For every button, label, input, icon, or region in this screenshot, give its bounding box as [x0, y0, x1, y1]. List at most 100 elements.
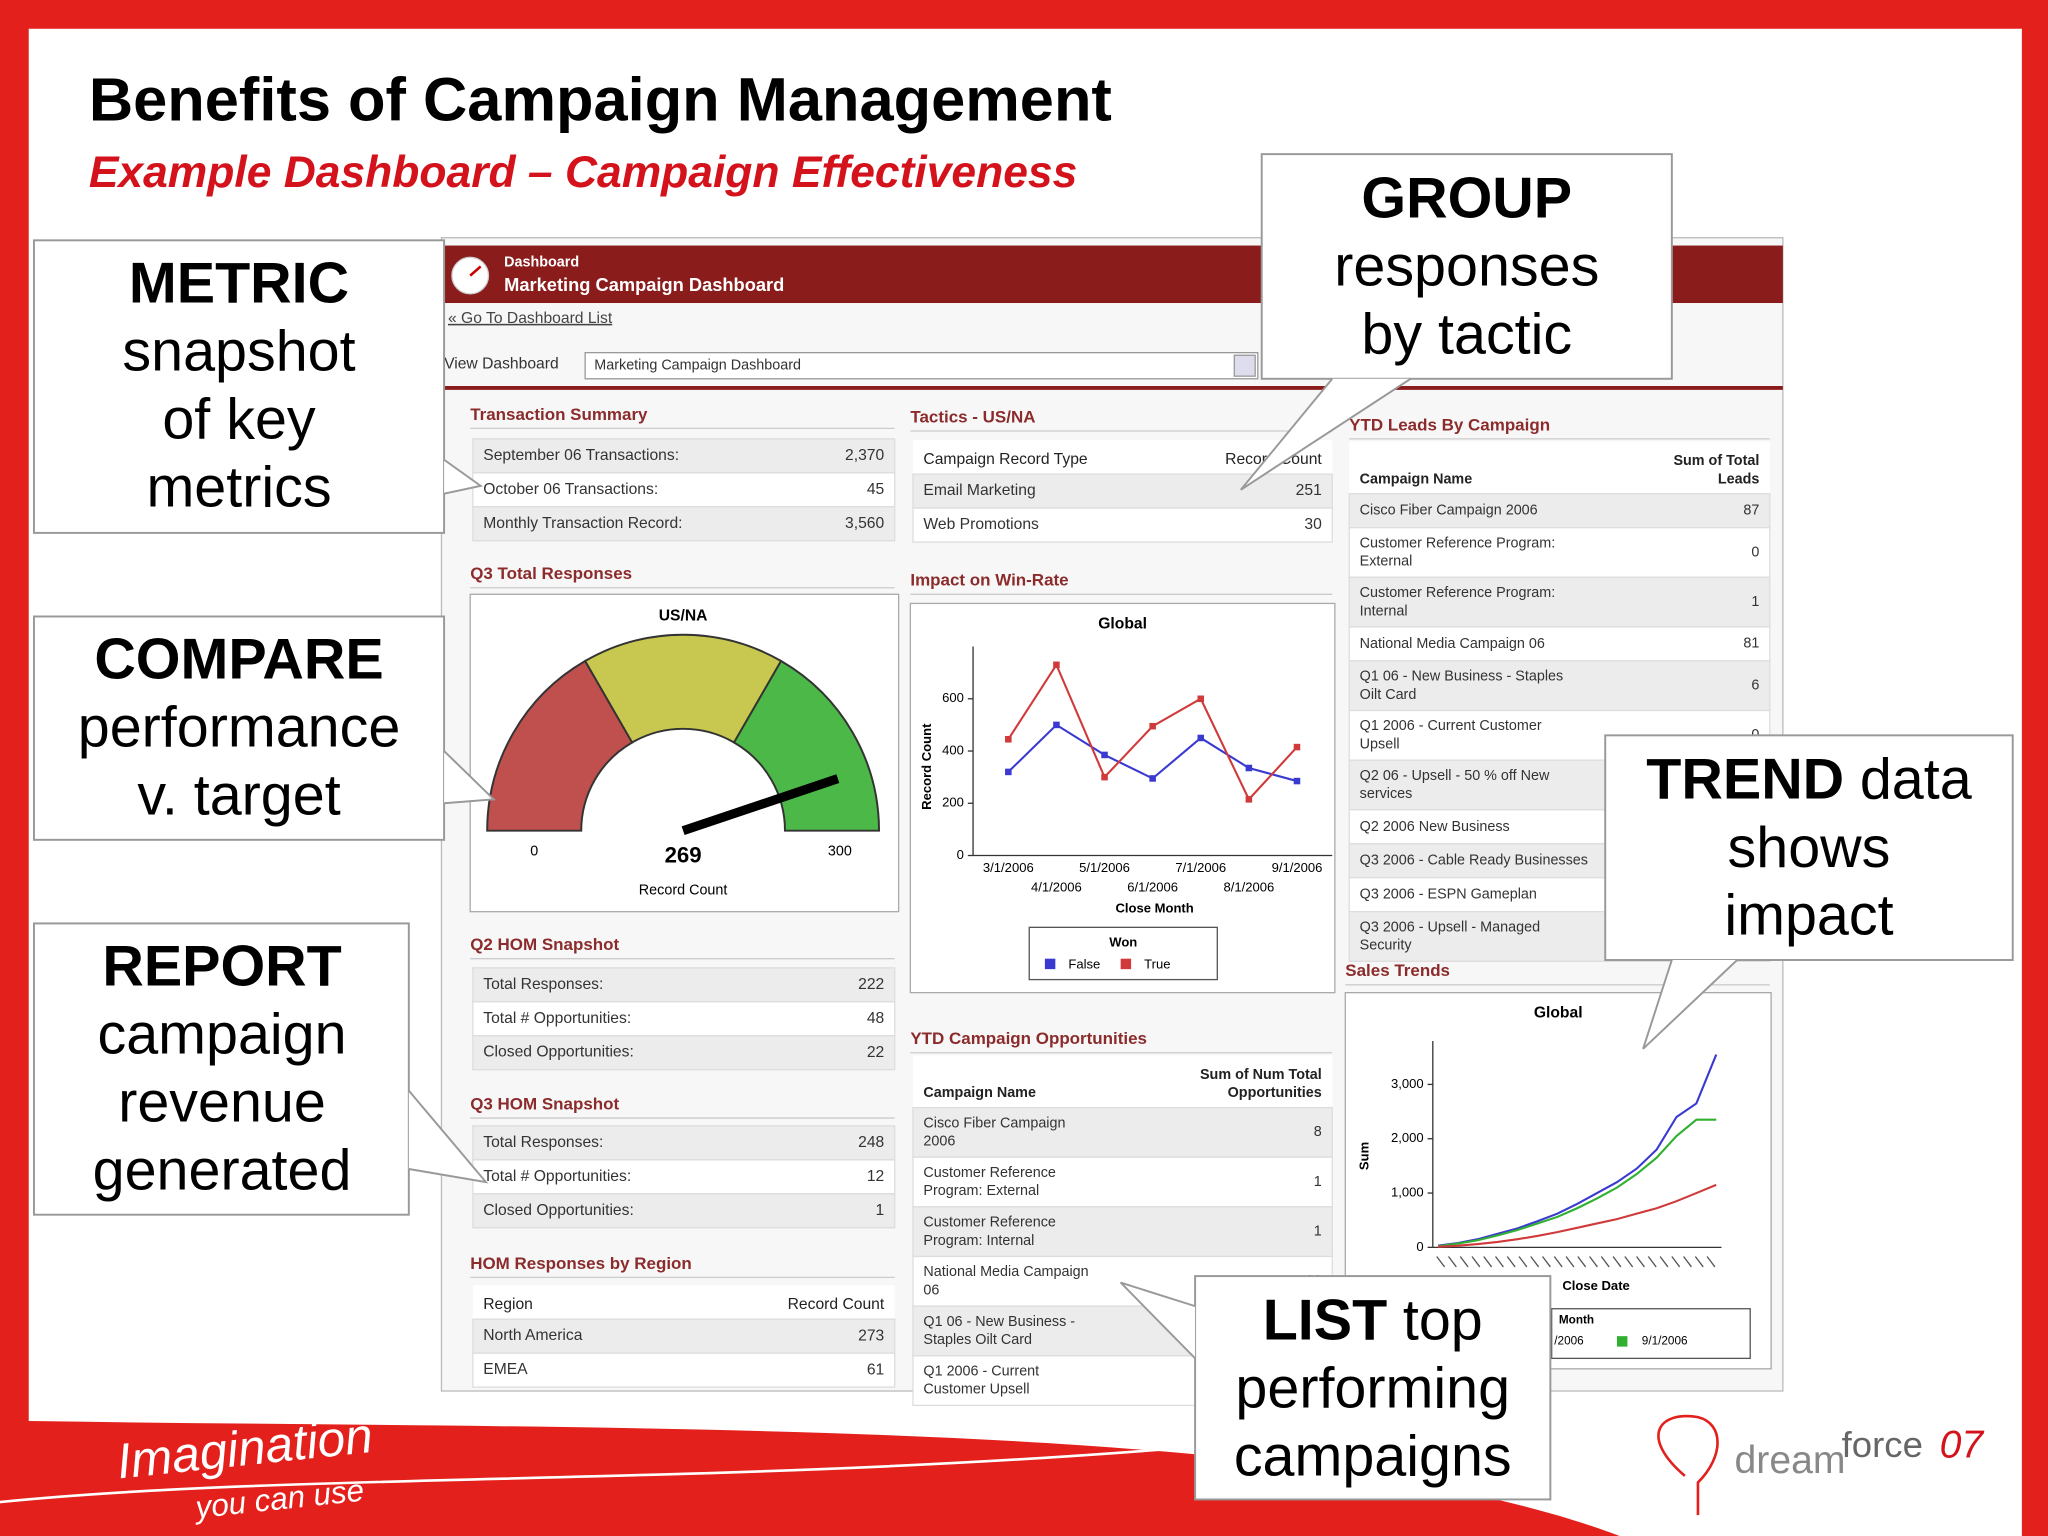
gauge-max: 300: [828, 843, 852, 859]
callout-line: shows: [1728, 816, 1891, 880]
callout-box: [1194, 1275, 1552, 1501]
logo-year: 07: [1940, 1424, 1985, 1467]
x-tick-label: 7/1/2006: [1175, 860, 1226, 875]
column-header: Campaign Name: [923, 1085, 1036, 1101]
legend-label: True: [1144, 957, 1170, 972]
point: [1149, 775, 1156, 782]
row-value: 48: [867, 1010, 885, 1027]
table-row: [472, 1001, 896, 1037]
row-label: September 06 Transactions:: [483, 447, 679, 464]
row-value: 12: [867, 1168, 884, 1185]
row-value: 1: [1314, 1174, 1322, 1190]
row-value: 30: [1304, 516, 1322, 533]
x-tick-label: 4/1/2006: [1031, 880, 1082, 895]
table-row: [472, 967, 896, 1003]
column-header: Region: [483, 1296, 533, 1313]
row-label: North America: [483, 1327, 582, 1344]
row-label: Q3 2006 - Cable Ready Businesses: [1360, 853, 1588, 869]
row-label: Customer Reference Program: Internal: [923, 1214, 1055, 1248]
icon-needle: [469, 265, 482, 277]
chart-box: [909, 602, 1336, 994]
x-tick-squiggle: [1706, 1256, 1716, 1268]
point: [1101, 773, 1108, 781]
gauge-band: [732, 659, 881, 832]
row-label: Cisco Fiber Campaign 2006: [923, 1115, 1065, 1149]
callout-keyword: REPORT: [102, 935, 341, 999]
point: [1005, 768, 1012, 776]
column-header: Record Count: [788, 1296, 885, 1313]
x-tick-label: 5/1/2006: [1079, 860, 1130, 875]
row-label: Total # Opportunities:: [483, 1168, 631, 1185]
row-label: Email Marketing: [923, 482, 1035, 499]
gauge-band: [583, 633, 783, 744]
y-axis-title: Sum: [1356, 1142, 1371, 1170]
column-header: Sum of Num Total Opportunities: [1200, 1067, 1322, 1101]
x-tick-squiggle: [1671, 1256, 1681, 1268]
point: [1293, 777, 1301, 785]
y-axis-title: Record Count: [919, 723, 934, 810]
callout-keyword: METRIC: [129, 252, 349, 316]
callout-pointer: [1642, 959, 1738, 1050]
y-tick-label: 0: [957, 847, 964, 862]
row-value: 222: [858, 976, 884, 993]
x-tick-squiggle: [1494, 1256, 1504, 1268]
callout-pointer: [408, 1089, 489, 1184]
callout-line: campaign: [97, 1003, 346, 1067]
x-tick-squiggle: [1694, 1256, 1704, 1268]
x-tick-label: 3/1/2006: [983, 860, 1034, 875]
table-row: [912, 507, 1333, 543]
table-row: [912, 1206, 1333, 1258]
point: [1005, 736, 1012, 743]
gauge-title: US/NA: [659, 608, 708, 625]
callout-line: metrics: [146, 455, 331, 519]
series-line: [1437, 1054, 1718, 1247]
point: [1053, 721, 1060, 729]
row-label: Total Responses:: [483, 976, 603, 993]
gauge-min: 0: [530, 843, 538, 859]
panel-title: Q2 HOM Snapshot: [470, 935, 619, 954]
table-header: [472, 1285, 895, 1320]
table-row: [472, 506, 896, 542]
logo-tail: force: [1842, 1424, 1923, 1465]
panel-title: Impact on Win-Rate: [910, 571, 1068, 590]
row-label: Monthly Transaction Record:: [483, 515, 682, 532]
x-tick-squiggle: [1542, 1256, 1551, 1268]
chart-title: Global: [1534, 1005, 1583, 1022]
callout-line: revenue: [118, 1070, 326, 1134]
series-line: [1437, 1183, 1717, 1248]
row-value: 8: [1314, 1124, 1322, 1140]
legend-label: /2006: [1554, 1334, 1584, 1347]
row-label: Cisco Fiber Campaign 2006: [1360, 502, 1538, 518]
row-value: 248: [858, 1134, 884, 1151]
y-tick-label: 400: [942, 742, 964, 757]
point: [1197, 734, 1205, 742]
row-label: Closed Opportunities:: [483, 1202, 634, 1219]
panel-title: Q3 HOM Snapshot: [470, 1094, 619, 1113]
keyword-tail: top: [1403, 1289, 1483, 1353]
row-label: Q1 06 - New Business -Staples Oilt Card: [923, 1314, 1075, 1348]
table-row: [1348, 576, 1771, 628]
callout-keyword: LIST top: [1263, 1289, 1483, 1353]
legend-title: Won: [1109, 934, 1137, 949]
row-value: 61: [867, 1361, 884, 1378]
keyword: TREND: [1646, 748, 1844, 812]
callout-pointer: [443, 458, 484, 495]
callout-line: performing: [1235, 1356, 1510, 1420]
legend-swatch: [1044, 958, 1056, 970]
callout-line: snapshot: [122, 319, 355, 383]
callout-line: by tactic: [1361, 302, 1572, 366]
legend-label: 9/1/2006: [1642, 1334, 1688, 1347]
select-arrow[interactable]: [1233, 354, 1256, 377]
row-label: Q3 2006 - Upsell - Managed Security: [1360, 919, 1540, 953]
row-value: 1: [1314, 1223, 1322, 1239]
legend-box: [1028, 926, 1218, 981]
swoosh: [0, 1435, 1307, 1504]
back-link[interactable]: « Go To Dashboard List: [448, 310, 613, 327]
view-select[interactable]: [584, 351, 1259, 380]
point: [1245, 764, 1253, 772]
point: [1245, 796, 1253, 803]
keyword: METRIC: [129, 252, 349, 316]
gauge-band: [486, 659, 634, 832]
table-row: [472, 1193, 896, 1229]
callout-keyword: GROUP: [1361, 167, 1572, 231]
